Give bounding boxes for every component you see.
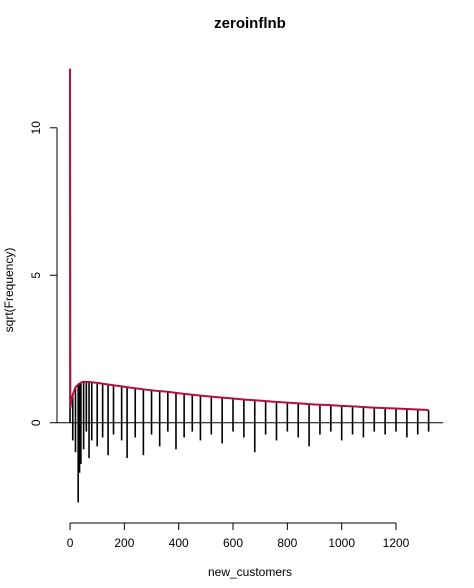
bar: [96, 382, 99, 447]
y-tick-label: 5: [29, 272, 43, 279]
x-tick-label: 400: [169, 536, 189, 550]
bar: [175, 392, 177, 450]
bar: [101, 383, 104, 438]
bar: [142, 389, 145, 456]
bar: [308, 404, 310, 447]
bar: [373, 407, 376, 432]
bar: [297, 403, 300, 438]
x-tick-label: 800: [277, 536, 297, 550]
bar: [210, 396, 213, 435]
bar: [221, 397, 223, 444]
bar: [406, 409, 408, 438]
bar: [427, 410, 430, 432]
bar: [74, 387, 77, 453]
bar: [134, 388, 137, 438]
bar: [264, 401, 267, 435]
bar: [126, 387, 128, 459]
x-axis-title: new_customers: [208, 565, 292, 579]
x-tick-label: 1200: [383, 536, 410, 550]
bar: [191, 394, 194, 432]
bar: [150, 390, 153, 435]
bar: [232, 398, 234, 432]
bar: [167, 391, 169, 432]
bar: [158, 391, 161, 447]
bar: [384, 407, 386, 435]
bar: [107, 384, 109, 456]
x-tick-label: 1000: [328, 536, 355, 550]
x-tick-label: 0: [67, 536, 74, 550]
bar: [120, 386, 123, 441]
bar: [82, 381, 85, 450]
x-tick-label: 600: [223, 536, 243, 550]
bar: [243, 399, 245, 438]
bar: [286, 402, 289, 432]
bar: [77, 384, 79, 503]
expected-curve: [69, 68, 429, 412]
bar: [330, 405, 332, 432]
bar: [395, 408, 397, 432]
bar: [183, 393, 185, 438]
bar: [340, 405, 343, 441]
bar: [78, 383, 81, 473]
y-axis-title: sqrt(Frequency): [2, 248, 16, 333]
bar: [253, 400, 256, 453]
chart-title: zeroinflnb: [214, 15, 286, 32]
bar: [80, 382, 82, 465]
bar: [71, 394, 74, 441]
bar: [275, 402, 278, 441]
bar: [90, 382, 93, 441]
y-tick-label: 10: [29, 121, 43, 135]
bar: [88, 382, 90, 459]
x-tick-label: 200: [114, 536, 134, 550]
bar: [362, 407, 365, 438]
bar: [85, 381, 88, 432]
bar: [319, 404, 321, 435]
bar: [351, 406, 354, 435]
y-tick-label: 0: [29, 419, 43, 426]
bar: [199, 395, 202, 441]
bar: [112, 385, 115, 435]
bar: [416, 409, 419, 435]
